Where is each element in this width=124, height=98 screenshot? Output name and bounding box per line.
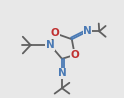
Text: N: N bbox=[83, 26, 92, 36]
Text: O: O bbox=[51, 28, 60, 38]
Text: N: N bbox=[58, 69, 66, 78]
Text: N: N bbox=[46, 40, 55, 50]
Text: O: O bbox=[70, 50, 79, 60]
